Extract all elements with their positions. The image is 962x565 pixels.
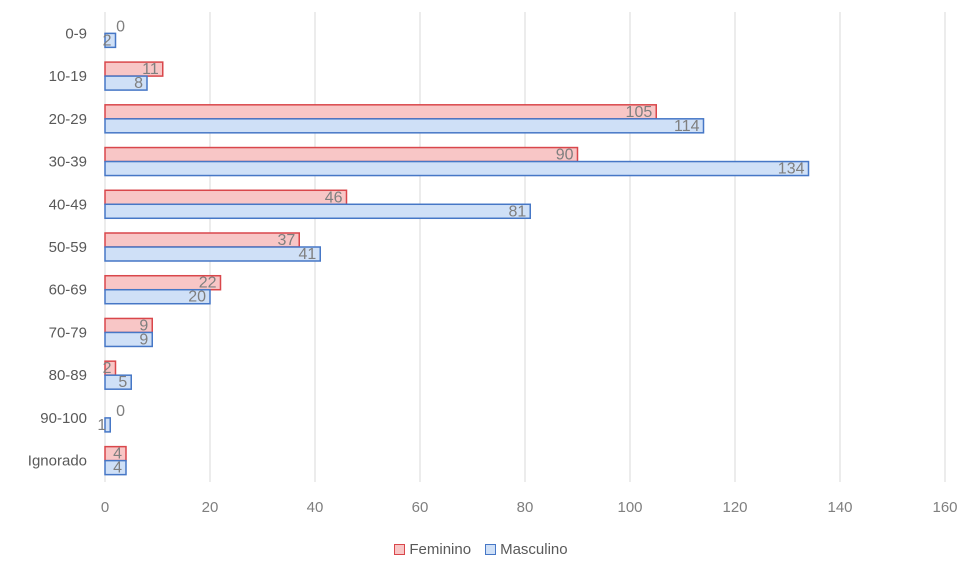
data-label: 1 [97, 417, 106, 434]
bar-masculino [104, 459, 127, 476]
data-label: 9 [139, 317, 148, 334]
category-label: 10-19 [49, 68, 87, 85]
data-label: 41 [298, 246, 316, 263]
category-label: 30-39 [49, 154, 87, 171]
bar-masculino [104, 331, 153, 348]
x-tick-label: 120 [722, 499, 747, 516]
data-label: 22 [199, 275, 217, 292]
data-label: 2 [103, 360, 112, 377]
bar-masculino [104, 246, 321, 262]
legend-swatch-masculino [485, 544, 497, 555]
legend-label-masculino: Masculino [500, 541, 568, 558]
data-label: 134 [778, 161, 805, 178]
bar-masculino [104, 288, 211, 305]
data-label: 4 [113, 446, 122, 463]
category-label: 60-69 [49, 282, 87, 299]
data-label: 9 [139, 331, 148, 348]
data-label: 4 [113, 460, 122, 477]
data-label: 105 [626, 104, 653, 121]
x-tick-label: 100 [617, 499, 642, 516]
x-tick-label: 80 [517, 499, 534, 516]
category-label: 90-100 [40, 410, 87, 427]
x-tick-label: 160 [932, 499, 957, 516]
data-label: 114 [674, 118, 700, 135]
bar-masculino [104, 417, 111, 433]
category-label: 70-79 [49, 324, 87, 341]
bar-feminino [104, 146, 579, 163]
x-tick-label: 60 [412, 499, 429, 516]
value-axis: 0 20 40 60 80 100 120 140 160 [101, 499, 958, 516]
category-label: 20-29 [49, 111, 87, 128]
bar-feminino [104, 189, 348, 206]
x-tick-label: 40 [307, 499, 324, 516]
data-label: 90 [556, 147, 574, 164]
bar-masculino [104, 118, 705, 134]
x-tick-label: 140 [827, 499, 852, 516]
legend-item-masculino: Masculino [485, 541, 568, 558]
data-label: 20 [188, 289, 206, 306]
category-label: Ignorado [28, 453, 87, 470]
legend-swatch-feminino [394, 544, 406, 555]
bar-masculino [104, 32, 117, 49]
bars [104, 32, 810, 476]
data-label: 5 [118, 374, 127, 391]
data-label: 0 [116, 403, 125, 420]
category-axis: 0-9 10-19 20-29 30-39 40-49 50-59 60-69 70-79 80… [28, 25, 87, 469]
legend-item-feminino: Feminino [394, 541, 471, 558]
bar-masculino [104, 374, 132, 390]
category-label: 0-9 [65, 25, 87, 42]
data-label: 81 [508, 203, 526, 220]
data-label: 2 [103, 32, 112, 49]
bar-masculino [104, 203, 531, 220]
category-label: 80-89 [49, 367, 87, 384]
category-label: 50-59 [49, 239, 87, 256]
data-label: 11 [142, 61, 159, 78]
category-label: 40-49 [49, 196, 87, 213]
x-tick-label: 20 [202, 499, 219, 516]
legend-label-feminino: Feminino [409, 541, 472, 558]
data-label: 0 [116, 18, 125, 35]
x-tick-label: 0 [101, 499, 109, 516]
bar-feminino [104, 104, 657, 120]
data-label: 46 [325, 189, 343, 206]
bar-masculino [104, 75, 148, 91]
legend: Feminino Masculino [0, 541, 962, 558]
data-label: 37 [277, 232, 295, 249]
bar-masculino [104, 160, 810, 177]
bar-feminino [104, 232, 300, 248]
data-label: 8 [134, 75, 143, 92]
